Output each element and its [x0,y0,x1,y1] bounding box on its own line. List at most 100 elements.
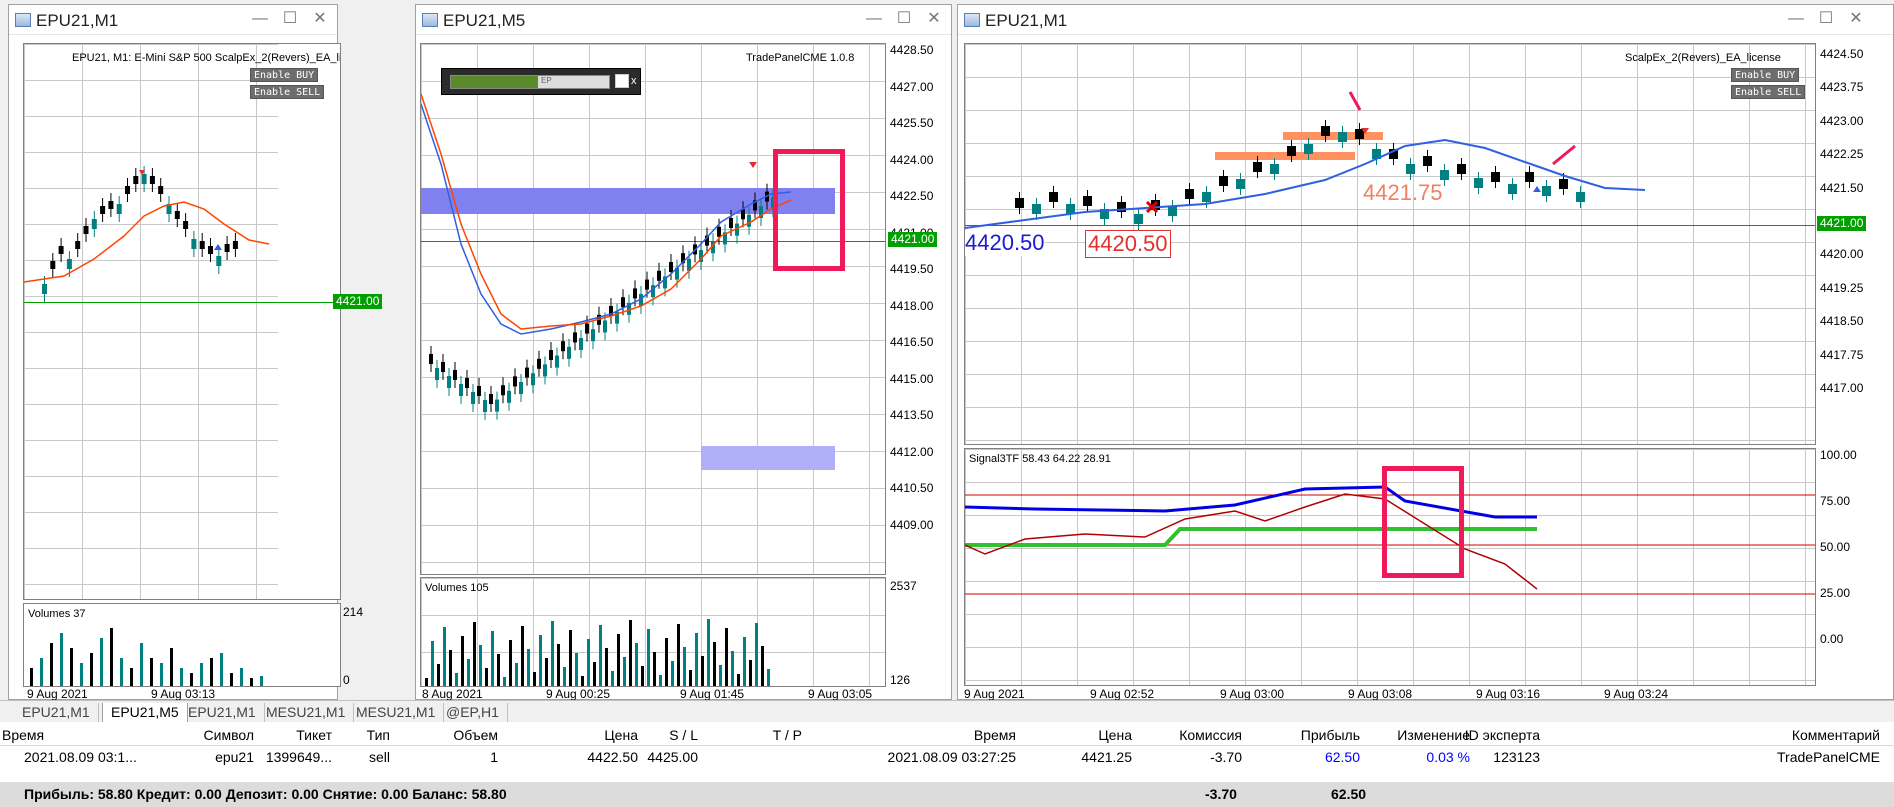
volume-bar [629,620,632,686]
candle [108,201,114,209]
enable-sell-button[interactable]: Enable SELL [1731,85,1806,99]
chart-tab[interactable]: MESU21,M1 [348,703,445,723]
chart-tab[interactable]: EPU21,M5 [102,703,188,723]
price-tick: 4417.00 [1820,381,1864,395]
enable-buy-button[interactable]: Enable BUY [1731,68,1800,82]
column-header[interactable]: Изменение [1397,727,1470,743]
candle [1474,178,1483,188]
volume-bar [220,653,223,686]
table-row[interactable]: 2021.08.09 03:1... epu21 1399649... sell 1 44… [0,746,1894,768]
volume-bar [653,652,656,686]
volume-bar [431,641,434,686]
volume-bar [707,619,710,686]
table-cell: 4422.50 [587,749,638,765]
volume-chart[interactable]: Volumes 105 [420,577,886,687]
candle [75,241,81,249]
volume-label: Volumes 37 [28,608,86,620]
volume-chart[interactable]: Volumes 37 [23,603,341,687]
close-icon[interactable]: ✕ [927,10,941,27]
candle [141,174,147,184]
volume-bar [130,668,133,686]
column-header[interactable]: Цена [1098,727,1132,743]
column-header[interactable]: T / P [772,727,802,743]
volume-bar [701,656,704,686]
chart-tab[interactable]: @EP,H1 [438,703,508,723]
account-summary: Прибыль: 58.80 Кредит: 0.00 Депозит: 0.0… [24,786,507,802]
price-tick: 4424.00 [890,152,934,167]
volume-bar [767,669,770,686]
indicator-name: TradePanelCME 1.0.8 [746,52,855,64]
indicator-chart[interactable]: Signal3TF 58.43 64.22 28.91 [964,448,1816,686]
price-chart[interactable]: ScalpEx_2(Revers)_EA_license Enable BUY … [964,43,1816,445]
column-header[interactable]: Символ [203,727,254,743]
minimize-icon[interactable]: — [866,10,882,27]
time-label: 9 Aug 03:24 [1604,687,1669,701]
candle [1015,198,1024,208]
column-header[interactable]: Комиссия [1179,727,1242,743]
volume-min: 126 [890,673,911,687]
candle [1457,164,1466,174]
highlight-box [1382,466,1464,578]
enable-buy-button[interactable]: Enable BUY [250,68,319,82]
chart-tab[interactable]: EPU21,M1 [180,703,265,723]
candle [645,279,649,290]
column-header[interactable]: Объем [453,727,498,743]
chart-window-2[interactable]: EPU21,M5 — ☐ ✕ EP x TradePanelCME 1.0.8 … [415,4,952,701]
maximize-icon[interactable]: ☐ [1818,10,1834,27]
candle [651,285,655,298]
chart-window-3[interactable]: EPU21,M1 — ☐ ✕ ScalpEx_2(Revers)_EA_lice… [957,4,1894,701]
candle [555,355,559,368]
candle [657,270,661,281]
window-titlebar[interactable]: EPU21,M5 — ☐ ✕ [416,5,951,35]
price-chart[interactable]: EPU21, M1: E-Mini S&P 500 ScalpEx_2(Reve… [23,43,341,600]
chart-tab[interactable]: MESU21,M1 [258,703,355,723]
column-header[interactable]: Время [2,727,45,743]
volume-bar [533,672,536,686]
chart-tab[interactable]: EPU21,M1 [14,703,99,723]
volume-bar [527,649,530,686]
volume-bar [240,668,243,686]
current-price-badge: 4421.00 [888,232,938,247]
minimize-icon[interactable]: — [252,10,268,27]
column-header[interactable]: Комментарий [1791,727,1880,743]
window-titlebar[interactable]: EPU21,M1 — ☐ ✕ [9,5,337,35]
volume-bar [40,658,43,686]
signal-line [965,485,1537,519]
column-header[interactable]: Тикет [296,727,332,743]
maximize-icon[interactable]: ☐ [282,10,298,27]
candle [1389,149,1398,159]
column-header[interactable]: Прибыль [1300,727,1360,743]
candle [753,200,757,211]
close-icon[interactable]: x [631,75,637,87]
order-zone [1215,152,1355,160]
maximize-icon[interactable]: ☐ [896,10,912,27]
close-icon[interactable]: ✕ [1849,10,1863,27]
enable-sell-button[interactable]: Enable SELL [250,85,325,99]
candle [100,206,106,214]
support-zone [701,446,835,470]
candle [183,221,189,229]
trade-panel-widget[interactable]: EP x [441,68,641,95]
candle [149,176,155,184]
candle [166,204,172,214]
price-chart[interactable]: EP x TradePanelCME 1.0.8 [420,43,886,575]
chart-window-icon [422,13,438,27]
table-cell: TradePanelCME [1777,749,1880,765]
close-icon[interactable]: ✕ [313,10,327,27]
table-cell: -3.70 [1210,749,1242,765]
column-header[interactable]: Время [973,727,1016,743]
candle [453,370,457,380]
column-header[interactable]: ID эксперта [1464,727,1540,743]
candle [609,306,613,316]
price-tick: 100.00 [1820,448,1857,462]
column-header[interactable]: S / L [669,727,698,743]
column-header[interactable]: Цена [604,727,638,743]
candle [66,259,72,269]
candle [1491,172,1500,182]
window-titlebar[interactable]: EPU21,M1 — ☐ ✕ [958,5,1893,35]
volume-bar [485,668,488,686]
column-header[interactable]: Тип [366,727,390,743]
minimize-icon[interactable]: — [1788,10,1804,27]
maximize-icon[interactable] [615,74,629,88]
chart-window-1[interactable]: EPU21,M1 — ☐ ✕ EPU21, M1: E-Mini S&P 500… [8,4,383,701]
